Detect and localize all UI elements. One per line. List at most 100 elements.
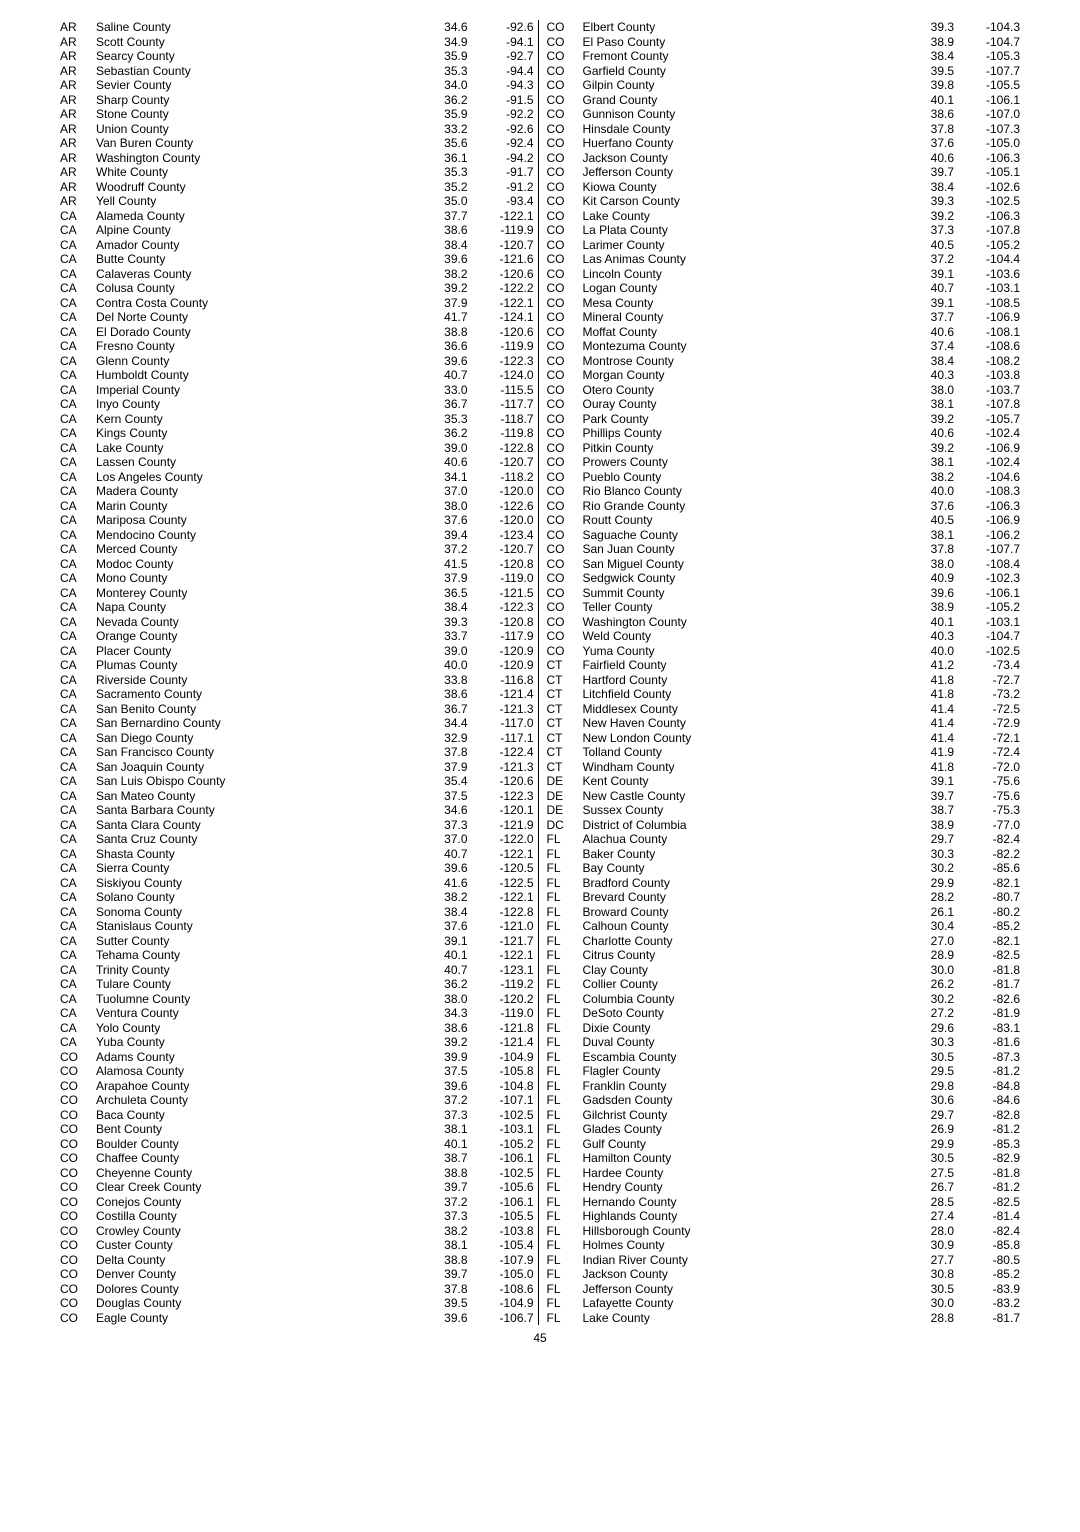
- lat-value: 39.2: [416, 1035, 472, 1050]
- lat-value: 38.7: [416, 1151, 472, 1166]
- lat-value: 26.7: [902, 1180, 958, 1195]
- lat-value: 38.1: [416, 1238, 472, 1253]
- table-row: CAYuba County39.2-121.4: [56, 1035, 538, 1050]
- lon-value: -85.2: [958, 919, 1024, 934]
- lon-value: -121.5: [472, 586, 538, 601]
- state-code: AR: [56, 78, 92, 93]
- table-row: FLGulf County29.9-85.3: [543, 1137, 1025, 1152]
- lat-value: 29.7: [902, 1108, 958, 1123]
- table-row: CAShasta County40.7-122.1: [56, 847, 538, 862]
- lat-value: 35.2: [416, 180, 472, 195]
- lon-value: -120.9: [472, 658, 538, 673]
- table-row: COGunnison County38.6-107.0: [543, 107, 1025, 122]
- lon-value: -81.4: [958, 1209, 1024, 1224]
- county-name: San Francisco County: [92, 745, 416, 760]
- table-row: COOtero County38.0-103.7: [543, 383, 1025, 398]
- table-row: FLColumbia County30.2-82.6: [543, 992, 1025, 1007]
- lat-value: 40.5: [902, 513, 958, 528]
- county-name: Elbert County: [579, 20, 903, 35]
- state-code: CA: [56, 876, 92, 891]
- lon-value: -77.0: [958, 818, 1024, 833]
- county-name: Sonoma County: [92, 905, 416, 920]
- lat-value: 38.8: [416, 1166, 472, 1181]
- table-row: CASonoma County38.4-122.8: [56, 905, 538, 920]
- county-name: Gunnison County: [579, 107, 903, 122]
- lat-value: 35.6: [416, 136, 472, 151]
- state-code: CO: [543, 528, 579, 543]
- table-row: ARWoodruff County35.2-91.2: [56, 180, 538, 195]
- right-table: COElbert County39.3-104.3COEl Paso Count…: [543, 20, 1025, 1325]
- lon-value: -103.1: [958, 281, 1024, 296]
- county-name: Butte County: [92, 252, 416, 267]
- county-name: Mendocino County: [92, 528, 416, 543]
- table-row: COBent County38.1-103.1: [56, 1122, 538, 1137]
- lat-value: 39.7: [902, 165, 958, 180]
- county-name: Marin County: [92, 499, 416, 514]
- lat-value: 32.9: [416, 731, 472, 746]
- state-code: CO: [543, 499, 579, 514]
- lon-value: -75.6: [958, 789, 1024, 804]
- state-code: CO: [56, 1253, 92, 1268]
- table-row: CTHartford County41.8-72.7: [543, 673, 1025, 688]
- lat-value: 28.9: [902, 948, 958, 963]
- county-name: Sebastian County: [92, 64, 416, 79]
- lat-value: 38.0: [902, 557, 958, 572]
- county-name: Madera County: [92, 484, 416, 499]
- county-name: Santa Cruz County: [92, 832, 416, 847]
- state-code: CA: [56, 847, 92, 862]
- lat-value: 34.0: [416, 78, 472, 93]
- lat-value: 38.0: [902, 383, 958, 398]
- county-name: Sussex County: [579, 803, 903, 818]
- table-row: COLas Animas County37.2-104.4: [543, 252, 1025, 267]
- lat-value: 40.1: [416, 948, 472, 963]
- table-row: FLFlagler County29.5-81.2: [543, 1064, 1025, 1079]
- state-code: CT: [543, 658, 579, 673]
- lon-value: -122.1: [472, 948, 538, 963]
- lat-value: 38.1: [902, 528, 958, 543]
- state-code: CA: [56, 426, 92, 441]
- table-row: CASan Diego County32.9-117.1: [56, 731, 538, 746]
- state-code: CA: [56, 513, 92, 528]
- county-name: Imperial County: [92, 383, 416, 398]
- table-row: FLBaker County30.3-82.2: [543, 847, 1025, 862]
- state-code: CA: [56, 760, 92, 775]
- lat-value: 27.4: [902, 1209, 958, 1224]
- county-name: Kiowa County: [579, 180, 903, 195]
- lat-value: 40.9: [902, 571, 958, 586]
- state-code: AR: [56, 49, 92, 64]
- state-code: CO: [56, 1064, 92, 1079]
- lon-value: -85.6: [958, 861, 1024, 876]
- table-row: FLClay County30.0-81.8: [543, 963, 1025, 978]
- state-code: CO: [56, 1166, 92, 1181]
- lat-value: 37.9: [416, 571, 472, 586]
- lat-value: 27.0: [902, 934, 958, 949]
- lon-value: -81.2: [958, 1064, 1024, 1079]
- state-code: FL: [543, 948, 579, 963]
- county-name: Archuleta County: [92, 1093, 416, 1108]
- lon-value: -117.1: [472, 731, 538, 746]
- table-row: CASan Benito County36.7-121.3: [56, 702, 538, 717]
- lon-value: -108.4: [958, 557, 1024, 572]
- table-row: FLGadsden County30.6-84.6: [543, 1093, 1025, 1108]
- lon-value: -104.6: [958, 470, 1024, 485]
- county-name: Kern County: [92, 412, 416, 427]
- state-code: CA: [56, 745, 92, 760]
- table-row: CATulare County36.2-119.2: [56, 977, 538, 992]
- county-name: Lake County: [92, 441, 416, 456]
- state-code: FL: [543, 1195, 579, 1210]
- lat-value: 28.0: [902, 1224, 958, 1239]
- table-row: FLLafayette County30.0-83.2: [543, 1296, 1025, 1311]
- lat-value: 30.8: [902, 1267, 958, 1282]
- lon-value: -104.9: [472, 1050, 538, 1065]
- county-name: San Miguel County: [579, 557, 903, 572]
- lon-value: -120.8: [472, 557, 538, 572]
- lon-value: -83.2: [958, 1296, 1024, 1311]
- lat-value: 41.8: [902, 687, 958, 702]
- table-row: COCuster County38.1-105.4: [56, 1238, 538, 1253]
- state-code: CT: [543, 687, 579, 702]
- table-row: ARSharp County36.2-91.5: [56, 93, 538, 108]
- table-row: CASierra County39.6-120.5: [56, 861, 538, 876]
- lat-value: 30.0: [902, 1296, 958, 1311]
- state-code: FL: [543, 832, 579, 847]
- lon-value: -72.5: [958, 702, 1024, 717]
